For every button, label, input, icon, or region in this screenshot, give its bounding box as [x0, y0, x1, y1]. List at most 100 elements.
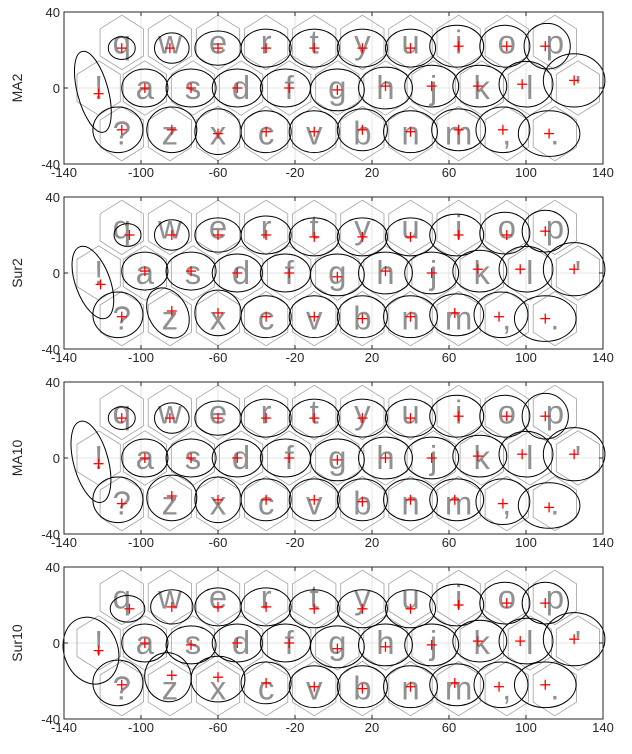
covariance-ellipse [288, 665, 340, 709]
covariance-ellipse [165, 68, 217, 108]
key-hexagon [99, 105, 144, 162]
covariance-ellipse [542, 427, 606, 482]
covariance-ellipse [211, 623, 263, 663]
mean-point-marker [261, 413, 272, 424]
covariance-ellipse [165, 625, 217, 665]
mean-point-marker [357, 124, 368, 135]
key-hexagon [532, 569, 577, 626]
covariance-ellipse [521, 392, 569, 440]
covariance-ellipse [384, 398, 437, 438]
key-letter: l [526, 439, 533, 476]
key-letter: w [157, 208, 182, 245]
x-tick-label: 100 [515, 535, 537, 550]
covariance-ellipse [475, 106, 531, 154]
mean-point-marker [166, 670, 177, 681]
mean-point-marker [186, 639, 197, 650]
covariance-ellipse [479, 581, 531, 625]
mean-point-marker [186, 453, 197, 463]
covariance-ellipse [146, 106, 198, 154]
key-letter: p [546, 578, 564, 615]
covariance-ellipse [404, 436, 460, 480]
mean-point-marker [380, 453, 391, 463]
x-tick-label: 60 [442, 535, 456, 550]
key-letter: x [210, 300, 227, 337]
mean-point-marker [494, 681, 505, 692]
mean-point-marker [357, 683, 368, 694]
key-hexagon [292, 14, 337, 71]
covariance-ellipse [473, 661, 529, 709]
x-tick-label: -140 [51, 165, 77, 180]
covariance-ellipse [517, 482, 581, 529]
key-letter: t [310, 393, 319, 430]
mean-point-marker [453, 411, 464, 422]
x-tick-label: 140 [592, 720, 614, 735]
covariance-ellipse [240, 295, 292, 339]
covariance-ellipse [517, 110, 581, 157]
x-tick-label: -100 [128, 720, 154, 735]
key-hexagon [99, 384, 144, 441]
mean-point-marker [186, 266, 197, 277]
mean-point-marker [332, 454, 343, 465]
key-hexagon [363, 615, 408, 671]
mean-point-marker [232, 638, 243, 648]
x-tick-label: 100 [515, 350, 537, 365]
covariance-ellipse [473, 291, 529, 339]
key-hexagon [122, 60, 167, 116]
y-tick-label: -40 [41, 712, 60, 727]
key-hexagon [555, 615, 600, 671]
covariance-ellipse [121, 438, 169, 478]
covariance-ellipse [240, 110, 292, 154]
key-hexagon [459, 430, 504, 486]
mean-point-marker [261, 126, 272, 137]
mean-point-marker [116, 679, 127, 690]
covariance-ellipse [288, 478, 340, 522]
mean-point-marker [517, 79, 528, 90]
key-hexagon [147, 569, 192, 626]
covariance-ellipse [429, 663, 485, 707]
x-tick-label: 60 [442, 720, 456, 735]
key-hexagon [340, 384, 385, 441]
mean-point-marker [284, 638, 295, 648]
key-letter: p [546, 393, 564, 430]
key-letter: ! [94, 439, 103, 476]
covariance-ellipse [336, 665, 388, 709]
y-axis-label: MA2 [9, 73, 25, 102]
key-hexagon [555, 245, 600, 301]
covariance-ellipse [542, 53, 606, 108]
mean-point-marker [139, 83, 150, 93]
mean-point-marker [124, 603, 135, 614]
key-letter: o [498, 208, 516, 245]
mean-point-marker [497, 124, 508, 135]
key-hexagon [147, 14, 192, 71]
mean-point-marker [405, 494, 416, 505]
covariance-ellipse [383, 295, 438, 339]
covariance-ellipse [309, 68, 365, 112]
covariance-ellipse [288, 295, 340, 339]
mean-point-marker [309, 311, 320, 322]
covariance-ellipse [384, 217, 437, 257]
x-tick-label: 100 [515, 165, 537, 180]
covariance-ellipse [404, 251, 460, 295]
panel-sur2: qwertyuiop!asdfghjkl'?zxcvbnm,.-140-100-… [9, 190, 614, 365]
covariance-ellipse [358, 66, 413, 110]
mean-point-marker [472, 636, 483, 647]
mean-point-marker [405, 43, 416, 54]
key-hexagon [195, 384, 241, 441]
key-letter: k [473, 624, 490, 661]
key-hexagon [532, 475, 577, 532]
key-letter: j [429, 69, 437, 106]
covariance-ellipse [240, 587, 292, 627]
key-hexagon [292, 660, 337, 717]
covariance-ellipse [431, 108, 487, 152]
key-letter: ' [575, 69, 581, 106]
key-letter: s [185, 624, 202, 661]
key-hexagon [292, 199, 337, 256]
key-hexagon [340, 660, 385, 717]
key-hexagon [122, 430, 167, 486]
mean-point-marker [186, 83, 197, 93]
mean-point-marker [232, 83, 243, 93]
covariance-ellipse [336, 589, 388, 629]
covariance-ellipse [429, 478, 485, 522]
x-tick-label: -140 [51, 720, 77, 735]
mean-point-marker [357, 313, 368, 324]
